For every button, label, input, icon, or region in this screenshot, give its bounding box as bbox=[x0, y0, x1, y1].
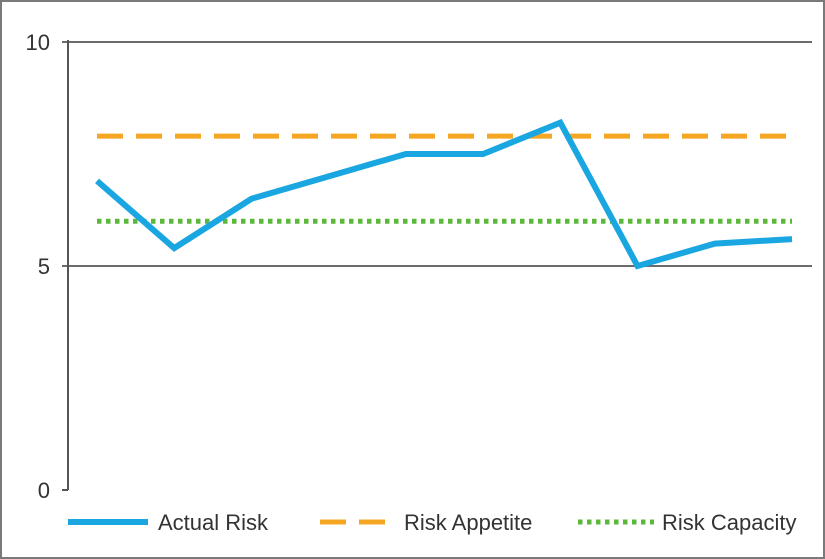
legend-label: Risk Capacity bbox=[662, 510, 796, 535]
legend-label: Risk Appetite bbox=[404, 510, 532, 535]
legend-item: Risk Appetite bbox=[320, 510, 532, 535]
y-tick-label: 10 bbox=[26, 30, 50, 55]
series-lines bbox=[95, 118, 793, 270]
legend: Actual Risk Risk Appetite Risk Capacity bbox=[68, 510, 796, 535]
series-line-actual-risk bbox=[95, 118, 793, 270]
legend-item: Risk Capacity bbox=[578, 510, 796, 535]
y-tick-label: 0 bbox=[38, 478, 50, 503]
legend-item: Actual Risk bbox=[68, 510, 269, 535]
y-tick-label: 5 bbox=[38, 254, 50, 279]
gridlines bbox=[62, 41, 812, 267]
y-axis: 0 5 10 bbox=[26, 30, 69, 503]
legend-label: Actual Risk bbox=[158, 510, 269, 535]
